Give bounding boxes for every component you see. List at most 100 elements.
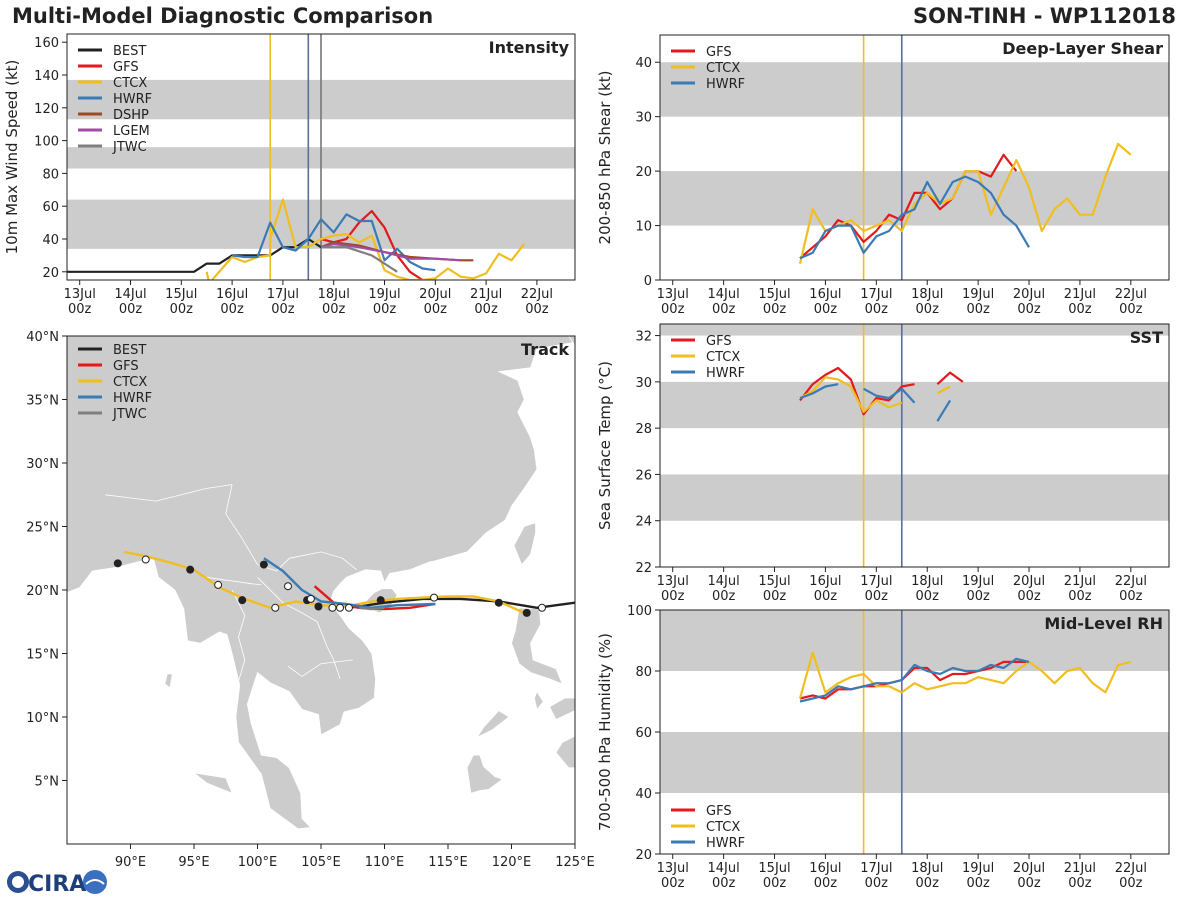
lon-tick-label: 120°E — [492, 855, 532, 870]
x-tick-label: 00z — [170, 302, 194, 317]
y-tick-label: 120 — [34, 102, 59, 117]
y-tick-label: 20 — [635, 848, 652, 863]
shaded-band — [660, 171, 1169, 226]
intensity-panel: 2040608010012014016013Jul00z14Jul00z15Ju… — [3, 33, 576, 317]
legend-label-gfs: GFS — [706, 334, 732, 349]
x-tick-label: 00z — [916, 589, 940, 604]
y-tick-label: 30 — [635, 376, 652, 391]
shaded-band — [660, 732, 1169, 793]
x-tick-label: 22Jul — [1115, 574, 1147, 589]
track-marker-hollow — [328, 603, 337, 612]
plot-area — [660, 35, 1169, 280]
x-tick-label: 13Jul — [657, 287, 689, 302]
legend-label-ctcx: CTCX — [113, 375, 147, 390]
track-marker-hollow — [336, 603, 345, 612]
x-tick-label: 19Jul — [962, 574, 994, 589]
x-tick-label: 00z — [373, 302, 397, 317]
series-line-hwrf — [863, 387, 916, 404]
x-tick-label: 00z — [966, 302, 990, 317]
mainland-shape — [67, 336, 575, 830]
y-tick-label: 40 — [635, 787, 652, 802]
x-tick-label: 00z — [1017, 302, 1041, 317]
track-marker-filled — [314, 602, 323, 611]
island-shape — [533, 690, 544, 711]
legend-label-hwrf: HWRF — [706, 77, 745, 92]
x-tick-label: 00z — [814, 876, 838, 891]
series-line-ctcx — [798, 651, 1132, 699]
legend-label-jtwc: JTWC — [112, 140, 147, 155]
x-tick-label: 16Jul — [809, 287, 841, 302]
series-line-gfs — [799, 153, 1018, 260]
storm-title: SON-TINH - WP112018 — [912, 4, 1176, 28]
track-line-jtwc — [358, 606, 385, 611]
lon-tick-label: 95°E — [178, 855, 209, 870]
x-tick-label: 20Jul — [1013, 287, 1045, 302]
y-axis-label: Sea Surface Temp (°C) — [596, 361, 614, 530]
sst-panel: 22242628303213Jul00z14Jul00z15Jul00z16Ju… — [596, 323, 1170, 604]
country-border — [105, 484, 233, 502]
y-tick-label: 80 — [42, 167, 59, 182]
y-tick-label: 40 — [635, 56, 652, 71]
x-tick-label: 00z — [661, 302, 685, 317]
x-tick-label: 21Jul — [1064, 287, 1096, 302]
shaded-band — [660, 610, 1169, 671]
series-line-hwrf — [936, 399, 952, 422]
legend-label-best: BEST — [113, 44, 146, 59]
y-tick-label: 28 — [635, 422, 652, 437]
legend-label-hwrf: HWRF — [706, 366, 745, 381]
shaded-band — [660, 62, 1169, 117]
legend-label-gfs: GFS — [113, 359, 139, 374]
x-tick-label: 22Jul — [1115, 287, 1147, 302]
x-tick-label: 22Jul — [521, 287, 553, 302]
island-shape — [568, 336, 575, 411]
x-tick-label: 00z — [865, 876, 889, 891]
x-tick-label: 00z — [763, 589, 787, 604]
legend-label-gfs: GFS — [706, 45, 732, 60]
lat-tick-label: 20°N — [26, 584, 59, 599]
plot-area — [67, 34, 575, 280]
y-axis-label: 700-500 hPa Humidity (%) — [596, 633, 614, 831]
y-tick-label: 60 — [42, 200, 59, 215]
lat-tick-label: 5°N — [35, 775, 60, 790]
y-tick-label: 60 — [635, 726, 652, 741]
page-title: Multi-Model Diagnostic Comparison — [12, 4, 434, 28]
island-shape — [476, 710, 510, 739]
x-tick-label: 14Jul — [708, 861, 740, 876]
x-tick-label: 00z — [424, 302, 448, 317]
track-marker-hollow — [306, 594, 315, 603]
y-tick-label: 20 — [42, 266, 59, 281]
rh-panel: 2040608010013Jul00z14Jul00z15Jul00z16Jul… — [596, 604, 1170, 891]
map-area — [4, 336, 575, 830]
x-tick-label: 18Jul — [911, 574, 943, 589]
series-line-ctcx — [798, 142, 1132, 264]
legend-label-lgem: LGEM — [113, 124, 150, 139]
y-axis-label: 10m Max Wind Speed (kt) — [3, 60, 21, 255]
legend-label-gfs: GFS — [113, 60, 139, 75]
legend-label-dshp: DSHP — [113, 108, 149, 123]
plot-background — [660, 324, 1169, 567]
island-shape — [4, 720, 27, 767]
legend-label-hwrf: HWRF — [706, 836, 745, 851]
x-tick-label: 15Jul — [758, 861, 790, 876]
x-tick-label: 00z — [1119, 589, 1143, 604]
x-tick-label: 18Jul — [911, 287, 943, 302]
series-line-jtwc — [321, 246, 398, 273]
x-tick-label: 13Jul — [64, 287, 96, 302]
x-tick-label: 20Jul — [1013, 861, 1045, 876]
x-tick-label: 00z — [119, 302, 143, 317]
x-tick-label: 00z — [525, 302, 549, 317]
legend-label-gfs: GFS — [706, 804, 732, 819]
series-line-ctcx — [205, 198, 526, 280]
country-border — [206, 576, 262, 586]
track-marker-hollow — [283, 582, 292, 591]
lat-tick-label: 30°N — [26, 457, 59, 472]
island-shape — [555, 735, 575, 769]
series-line-gfs — [320, 210, 424, 280]
panel-title: Track — [521, 340, 569, 359]
lat-tick-label: 10°N — [26, 711, 59, 726]
cira-logo: CIRA — [4, 866, 108, 898]
shaded-band — [660, 474, 1169, 521]
x-tick-label: 00z — [712, 302, 736, 317]
y-tick-label: 100 — [34, 135, 59, 150]
lon-tick-label: 110°E — [365, 855, 405, 870]
